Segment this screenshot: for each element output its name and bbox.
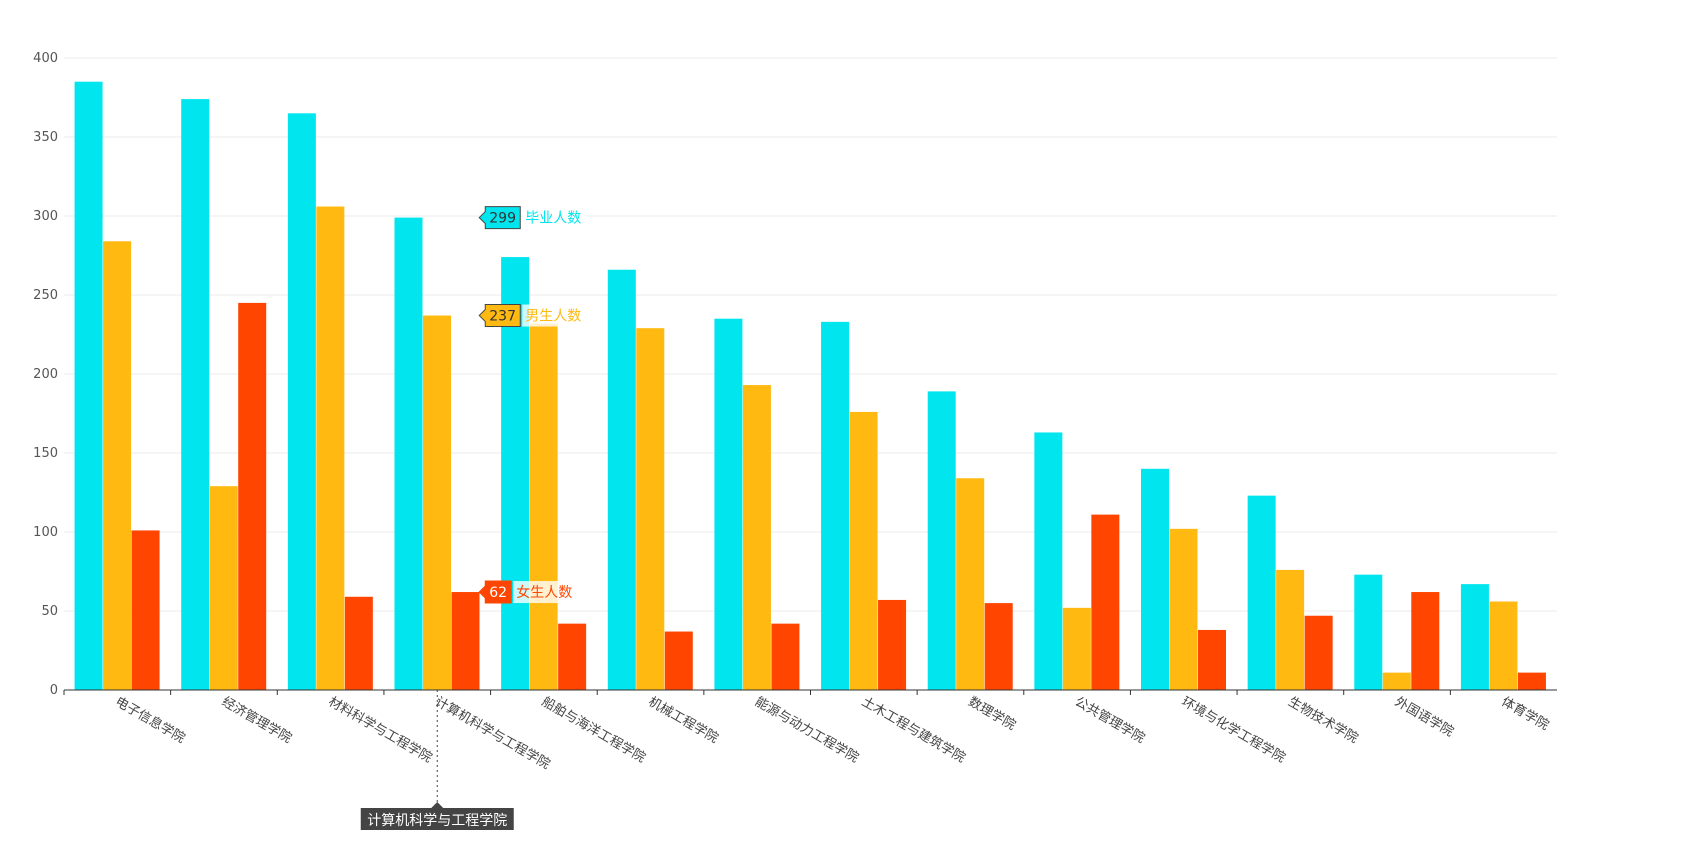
tooltip-value-box: [478, 580, 512, 604]
bar-男生人数[interactable]: [1062, 607, 1091, 690]
y-tick-label: 400: [33, 51, 58, 66]
bar-男生人数[interactable]: [316, 206, 345, 690]
tooltip-name-bg: [522, 304, 589, 327]
y-tick-label: 200: [33, 367, 58, 382]
bar-毕业人数[interactable]: [74, 81, 103, 690]
x-tick-label: 计算机科学与工程学院: [432, 694, 553, 773]
bar-女生人数[interactable]: [1517, 672, 1546, 690]
bar-男生人数[interactable]: [849, 411, 878, 690]
bar-男生人数[interactable]: [529, 323, 558, 690]
bar-男生人数[interactable]: [423, 315, 451, 690]
bar-男生人数[interactable]: [1489, 601, 1518, 690]
bar-男生人数[interactable]: [1276, 569, 1305, 690]
tooltip-value: 237: [489, 309, 516, 325]
x-tick-label: 外国语学院: [1392, 694, 1456, 740]
bar-毕业人数[interactable]: [501, 257, 530, 690]
bar-毕业人数[interactable]: [1247, 495, 1276, 690]
bar-女生人数[interactable]: [664, 631, 693, 690]
bar-女生人数[interactable]: [344, 596, 373, 690]
bar-毕业人数[interactable]: [181, 99, 210, 690]
tooltip-value-box: [478, 206, 521, 230]
bar-女生人数[interactable]: [131, 530, 160, 690]
bar-女生人数[interactable]: [984, 603, 1013, 690]
y-tick-label: 350: [33, 130, 58, 145]
tooltip-name-bg: [522, 206, 589, 229]
bar-毕业人数[interactable]: [1354, 574, 1383, 690]
bar-男生人数[interactable]: [209, 486, 238, 690]
bar-男生人数[interactable]: [742, 385, 771, 690]
x-tick-label: 公共管理学院: [1072, 694, 1148, 747]
tooltip-series-name: 毕业人数: [525, 211, 581, 227]
bar-女生人数[interactable]: [1198, 629, 1226, 690]
bar-毕业人数[interactable]: [607, 269, 636, 690]
y-tick-label: 150: [33, 446, 58, 461]
bar-毕业人数[interactable]: [1141, 468, 1169, 690]
bar-女生人数[interactable]: [451, 592, 480, 690]
bar-女生人数[interactable]: [771, 623, 800, 690]
y-tick-label: 250: [33, 288, 58, 303]
bar-毕业人数[interactable]: [287, 113, 316, 691]
bar-男生人数[interactable]: [103, 241, 132, 690]
bar-女生人数[interactable]: [1304, 615, 1333, 690]
x-tick-label: 土木工程与建筑学院: [859, 694, 968, 766]
x-tick-label: 机械工程学院: [646, 694, 722, 747]
bar-女生人数[interactable]: [1411, 592, 1440, 690]
bar-男生人数[interactable]: [1382, 672, 1411, 690]
y-tick-label: 100: [33, 525, 58, 540]
tooltip-category-box: [360, 802, 514, 830]
tooltip-value-box: [478, 304, 521, 328]
bar-毕业人数[interactable]: [1460, 584, 1489, 690]
bar-毕业人数[interactable]: [714, 318, 743, 690]
bar-毕业人数[interactable]: [821, 321, 850, 690]
x-tick-label: 船舶与海洋工程学院: [539, 694, 648, 766]
tooltip-category: 计算机科学与工程学院: [367, 813, 507, 829]
bar-女生人数[interactable]: [558, 623, 587, 690]
x-tick-label: 能源与动力工程学院: [752, 694, 861, 766]
y-tick-label: 0: [50, 683, 58, 698]
bar-女生人数[interactable]: [1091, 514, 1120, 690]
x-tick-label: 体育学院: [1499, 694, 1552, 734]
tooltip-series-name: 男生人数: [525, 309, 581, 325]
bar-男生人数[interactable]: [956, 478, 985, 690]
bar-男生人数[interactable]: [1169, 528, 1198, 690]
tooltip-name-bg: [513, 581, 580, 604]
bar-毕业人数[interactable]: [394, 217, 423, 690]
tooltip-series-name: 女生人数: [516, 584, 572, 601]
x-tick-label: 材料科学与工程学院: [326, 694, 435, 766]
tooltip-value: 62: [489, 585, 507, 601]
bar-毕业人数[interactable]: [1034, 432, 1063, 690]
x-tick-label: 电子信息学院: [112, 694, 188, 747]
bar-女生人数[interactable]: [238, 302, 267, 690]
y-tick-label: 300: [33, 209, 58, 224]
bar-女生人数[interactable]: [878, 599, 907, 690]
bar-男生人数[interactable]: [636, 328, 665, 690]
x-tick-label: 经济管理学院: [219, 694, 295, 747]
x-tick-label: 生物技术学院: [1285, 694, 1361, 747]
bar-毕业人数[interactable]: [927, 391, 956, 690]
x-tick-label: 数理学院: [965, 694, 1018, 734]
y-tick-label: 50: [41, 604, 58, 619]
x-tick-label: 环境与化学工程学院: [1179, 694, 1288, 766]
tooltip-value: 299: [489, 211, 516, 227]
